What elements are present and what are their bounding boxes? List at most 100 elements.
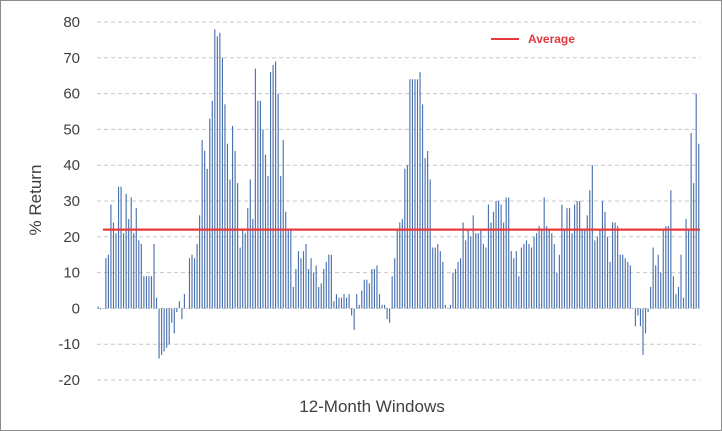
bar: [639, 308, 642, 327]
bar: [257, 100, 259, 309]
bar: [422, 104, 424, 309]
bar: [574, 204, 576, 309]
bar: [414, 79, 416, 309]
y-tick-label: 0: [72, 300, 80, 317]
bar: [442, 261, 444, 309]
bar: [482, 243, 484, 309]
bar: [576, 201, 578, 309]
bar: [498, 201, 500, 309]
bar: [242, 229, 244, 309]
bar: [589, 190, 591, 309]
bars: [97, 29, 700, 359]
bar: [690, 132, 692, 309]
y-tick-label: 80: [63, 14, 80, 31]
bar: [594, 240, 596, 309]
bar: [389, 308, 391, 323]
bar: [619, 254, 621, 309]
bar: [424, 158, 426, 309]
bar: [401, 218, 403, 309]
bar: [515, 251, 517, 309]
bar: [604, 211, 606, 309]
bar: [693, 183, 695, 309]
bar: [123, 233, 125, 309]
bar: [353, 308, 355, 330]
bar: [191, 254, 193, 309]
bar: [391, 276, 393, 309]
bar: [150, 276, 153, 309]
bar: [384, 304, 386, 309]
bar: [460, 258, 462, 309]
bar: [454, 269, 457, 309]
bar: [358, 304, 360, 309]
bar: [553, 243, 555, 309]
bar: [452, 272, 454, 309]
bar: [470, 236, 472, 309]
bar: [472, 215, 474, 309]
bar: [670, 190, 672, 309]
bar: [140, 243, 142, 309]
gridlines: [97, 21, 700, 381]
bar: [477, 233, 479, 309]
bar: [601, 201, 604, 309]
bar: [211, 100, 213, 309]
bar: [264, 154, 267, 309]
bar: [130, 197, 132, 309]
bar: [275, 61, 277, 309]
bar: [586, 215, 588, 309]
bar: [201, 140, 203, 309]
bar: [153, 243, 155, 309]
bar: [561, 204, 563, 309]
bar: [107, 254, 109, 309]
bar: [632, 308, 634, 309]
bar: [135, 208, 137, 309]
bar: [247, 208, 249, 309]
bar: [682, 297, 685, 309]
bar: [579, 201, 581, 309]
bar: [300, 258, 302, 309]
bar: [363, 279, 365, 309]
bar: [105, 258, 107, 309]
bar: [226, 143, 229, 309]
bar: [97, 306, 99, 309]
bar: [305, 243, 307, 309]
bar: [168, 308, 170, 345]
bar: [117, 186, 120, 309]
bar: [695, 93, 697, 309]
bar: [629, 265, 631, 309]
bar: [163, 308, 165, 352]
bar: [467, 229, 469, 309]
bar: [345, 297, 348, 309]
bar: [193, 258, 196, 309]
bar: [361, 290, 363, 309]
bar: [612, 222, 614, 309]
bar: [320, 283, 322, 309]
bar: [196, 243, 198, 309]
bar: [171, 308, 173, 323]
bar: [609, 261, 611, 309]
bar: [538, 226, 540, 309]
bar: [328, 254, 330, 309]
y-tick-label: -10: [58, 336, 80, 353]
bar: [112, 222, 115, 309]
bar: [249, 179, 251, 309]
bar: [563, 229, 566, 309]
bar: [465, 240, 467, 309]
bar: [313, 272, 315, 309]
bar: [221, 57, 223, 309]
y-axis-title: % Return: [26, 165, 45, 236]
bar: [533, 236, 535, 309]
bar: [259, 100, 261, 309]
bar: [371, 269, 373, 309]
bar: [244, 233, 246, 309]
bar: [536, 233, 538, 309]
bar: [277, 93, 279, 309]
bar: [287, 229, 289, 309]
bar: [606, 236, 609, 309]
bar: [665, 226, 667, 309]
bar: [315, 265, 317, 309]
bar: [688, 229, 690, 309]
bar: [143, 276, 145, 309]
bar: [155, 297, 158, 309]
bar: [558, 254, 560, 309]
